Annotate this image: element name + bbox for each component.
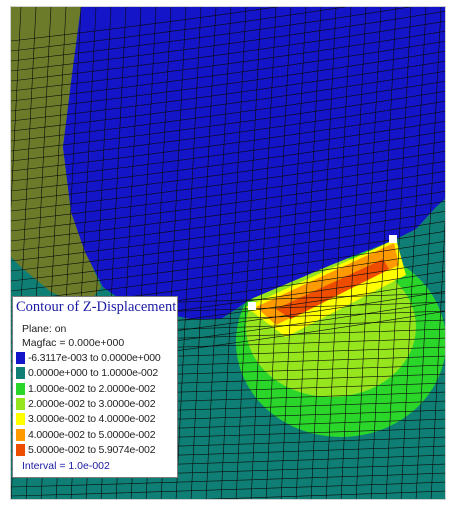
legend-range-label: 2.0000e-002 to 3.0000e-002 <box>28 398 156 410</box>
mesh-line <box>11 181 445 242</box>
mesh-line <box>11 91 445 152</box>
legend-row: 0.0000e+000 to 1.0000e-002 <box>16 367 158 379</box>
mesh-line <box>11 21 445 82</box>
legend-swatch <box>16 367 25 379</box>
mesh-line <box>11 211 445 272</box>
mesh-line <box>385 7 412 499</box>
mesh-line <box>11 121 445 182</box>
mesh-line <box>11 221 445 282</box>
mesh-line <box>325 7 352 499</box>
mesh-line <box>190 7 217 499</box>
mesh-line <box>205 7 232 499</box>
mesh-line <box>11 481 445 497</box>
mesh-line <box>295 7 322 499</box>
mesh-line <box>11 111 445 172</box>
node-marker <box>248 302 256 310</box>
legend-swatch <box>16 383 25 395</box>
mesh-line <box>280 7 307 499</box>
mesh-line <box>11 7 22 211</box>
mesh-line <box>11 51 445 112</box>
mesh-line <box>220 7 247 499</box>
mesh-line <box>340 7 367 499</box>
legend-interval: Interval = 1.0e-002 <box>22 460 110 472</box>
mesh-line <box>400 7 427 499</box>
legend-row: 4.0000e-002 to 5.0000e-002 <box>16 429 156 441</box>
mesh-line <box>310 7 337 499</box>
mesh-line <box>265 7 292 499</box>
mesh-line <box>11 241 445 302</box>
mesh-line <box>175 7 202 499</box>
legend-row: 5.0000e-002 to 5.9074e-002 <box>16 444 156 456</box>
legend-swatch <box>16 398 25 410</box>
mesh-line <box>370 7 397 499</box>
mesh-line <box>11 31 445 92</box>
contour-legend: Contour of Z-Displacement Plane: on Magf… <box>12 296 178 478</box>
legend-range-label: 4.0000e-002 to 5.0000e-002 <box>28 429 156 441</box>
mesh-line <box>11 101 445 162</box>
legend-plane: Plane: on <box>22 323 67 335</box>
mesh-line <box>11 11 445 72</box>
legend-title: Contour of Z-Displacement <box>16 299 177 315</box>
mesh-line <box>204 490 445 499</box>
legend-row: 1.0000e-002 to 2.0000e-002 <box>16 383 156 395</box>
legend-range-label: 5.0000e-002 to 5.9074e-002 <box>28 444 156 456</box>
mesh-line <box>11 231 445 292</box>
mesh-line <box>11 201 445 262</box>
legend-swatch <box>16 444 25 456</box>
legend-row: 3.0000e-002 to 4.0000e-002 <box>16 413 156 425</box>
mesh-line <box>235 7 262 499</box>
mesh-line <box>11 81 445 142</box>
mesh-line <box>11 151 445 212</box>
legend-swatch <box>16 352 25 364</box>
legend-magfac: Magfac = 0.000e+000 <box>22 337 125 349</box>
displaced-block-region <box>63 7 445 319</box>
node-marker <box>389 235 397 243</box>
mesh-line <box>11 191 445 252</box>
mesh-line <box>250 7 277 499</box>
legend-swatch <box>16 413 25 425</box>
legend-range-label: 1.0000e-002 to 2.0000e-002 <box>28 383 156 395</box>
legend-range-label: -6.3117e-003 to 0.0000e+000 <box>28 352 161 364</box>
mesh-line <box>430 218 445 499</box>
legend-row: 2.0000e-002 to 3.0000e-002 <box>16 398 156 410</box>
legend-range-label: 0.0000e+000 to 1.0000e-002 <box>28 367 158 379</box>
mesh-line <box>11 7 279 42</box>
mesh-line <box>11 131 445 192</box>
legend-swatch <box>16 429 25 441</box>
mesh-line <box>415 7 442 499</box>
mesh-line <box>11 71 445 132</box>
mesh-line <box>355 7 382 499</box>
mesh-line <box>11 61 445 122</box>
mesh-line <box>11 7 412 62</box>
legend-range-label: 3.0000e-002 to 4.0000e-002 <box>28 413 156 425</box>
mesh-line <box>11 472 445 488</box>
mesh-line <box>11 41 445 102</box>
legend-row: -6.3117e-003 to 0.0000e+000 <box>16 352 161 364</box>
